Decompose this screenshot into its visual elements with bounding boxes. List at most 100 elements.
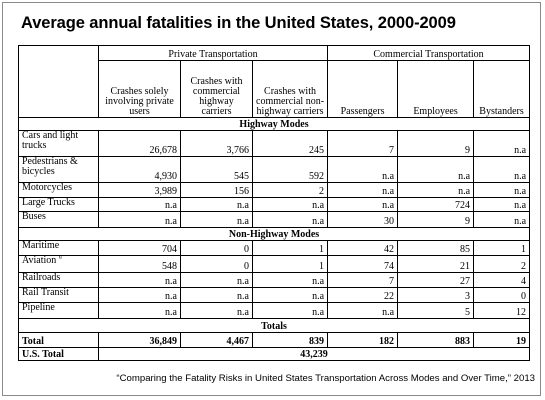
table-row: Aviation d 548 0 1 74 21 2 <box>18 255 531 273</box>
cell-value: 36,849 <box>98 332 181 348</box>
cell-value: n.a <box>180 196 253 213</box>
cell-value: 1 <box>473 239 531 257</box>
column-header-passengers: Passengers <box>327 60 399 118</box>
source-citation: “Comparing the Fatality Risks in United … <box>116 373 535 384</box>
group-header-row: Private Transportation Commercial Transp… <box>18 44 531 118</box>
cell-value: 9 <box>397 130 475 157</box>
column-header-commercial-highway: Crashes with commercial highway carriers <box>180 60 253 118</box>
cell-value: n.a <box>180 287 253 304</box>
cell-value: n.a <box>473 182 531 198</box>
cell-value: 724 <box>397 196 475 213</box>
row-label-text: Maritime <box>22 240 60 251</box>
table-row: Maritime 704 0 1 42 85 1 <box>18 239 531 257</box>
cell-value: 2 <box>473 255 531 273</box>
cell-value: n.a <box>327 155 399 184</box>
group-header-private: Private Transportation <box>97 44 329 62</box>
cell-value: n.a <box>251 287 329 304</box>
row-label: Total <box>18 332 99 348</box>
page-title: Average annual fatalities in the United … <box>21 14 456 32</box>
cell-value: 85 <box>397 239 475 257</box>
cell-value: 4 <box>473 271 531 289</box>
cell-value: n.a <box>251 302 329 319</box>
row-label: Pedestrians & bicycles <box>18 155 99 184</box>
cell-value: n.a <box>397 182 475 198</box>
cell-value: n.a <box>327 196 399 213</box>
row-label: Aviation d <box>18 255 99 273</box>
cell-value: n.a <box>473 155 531 184</box>
row-label-text: Large Trucks <box>22 197 75 208</box>
section-row-highway: Highway Modes <box>17 116 531 132</box>
column-header-commercial-non-highway: Crashes with commercial non-highway carr… <box>251 60 329 118</box>
cell-value: 19 <box>473 332 531 348</box>
total-row: Total 36,849 4,467 839 182 883 19 <box>18 332 531 348</box>
cell-value: n.a <box>397 155 475 184</box>
section-header-highway: Highway Modes <box>17 116 531 132</box>
row-label: Large Trucks <box>18 196 99 213</box>
cell-value: n.a <box>98 271 181 289</box>
cell-value: 4,467 <box>180 332 253 348</box>
cell-value: 74 <box>327 255 399 273</box>
cell-value: n.a <box>98 211 181 228</box>
cell-value: 704 <box>98 239 181 257</box>
cell-value: 30 <box>327 211 399 228</box>
us-total-row: U.S. Total 43,239 <box>18 346 531 362</box>
cell-value: 7 <box>327 130 399 157</box>
column-header-employees: Employees <box>397 60 475 118</box>
cell-value: 548 <box>98 255 181 273</box>
cell-value: 1 <box>251 239 329 257</box>
row-label-text: Pipeline <box>22 302 55 314</box>
table-row: Large Trucks n.a n.a n.a n.a 724 n.a <box>18 196 531 213</box>
table-row: Railroads n.a n.a n.a 7 27 4 <box>18 271 531 289</box>
non-highway-rows: Maritime 704 0 1 42 85 1 Aviation d 548 0 1 74 21 2 Ra… <box>18 239 531 319</box>
cell-value: 9 <box>397 211 475 228</box>
fatality-table: Private Transportation Commercial Transp… <box>17 44 531 362</box>
section-row-totals: Totals <box>17 317 531 334</box>
cell-value: 3,989 <box>98 182 181 198</box>
row-label: Rail Transit <box>18 287 99 304</box>
cell-value: n.a <box>98 196 181 213</box>
cell-value: n.a <box>327 182 399 198</box>
row-label-text: Motorcycles <box>22 182 72 194</box>
cell-value: 592 <box>251 155 329 184</box>
section-header-non-highway: Non-Highway Modes <box>17 226 531 241</box>
table-row: Pedestrians & bicycles 4,930 545 592 n.a n.a n… <box>18 155 531 184</box>
cell-value: 27 <box>397 271 475 289</box>
cell-value: 12 <box>473 302 531 319</box>
us-total-label: U.S. Total <box>18 346 99 362</box>
cell-value: 21 <box>397 255 475 273</box>
cell-value: n.a <box>251 271 329 289</box>
cell-value: 839 <box>251 332 329 348</box>
row-label-text: Cars and light trucks <box>22 130 79 152</box>
cell-value: 156 <box>180 182 253 198</box>
cell-value: 0 <box>180 239 253 257</box>
cell-value: n.a <box>327 302 399 319</box>
cell-value: n.a <box>251 196 329 213</box>
cell-value: 245 <box>251 130 329 157</box>
column-header-private-users: Crashes solely involving private users <box>98 60 181 118</box>
section-header-totals: Totals <box>17 317 531 334</box>
cell-value: n.a <box>98 287 181 304</box>
table-row: Pipeline n.a n.a n.a n.a 5 12 <box>18 302 531 319</box>
cell-value: 22 <box>327 287 399 304</box>
cell-value: 3 <box>397 287 475 304</box>
group-header-commercial: Commercial Transportation <box>327 44 531 62</box>
table-row: Buses n.a n.a n.a 30 9 n.a <box>18 211 531 228</box>
cell-value: n.a <box>473 211 531 228</box>
cell-value: 5 <box>397 302 475 319</box>
cell-value: 182 <box>327 332 399 348</box>
cell-value: 42 <box>327 239 399 257</box>
cell-value: n.a <box>473 196 531 213</box>
cell-value: n.a <box>180 211 253 228</box>
cell-value: 883 <box>397 332 475 348</box>
table-row: Rail Transit n.a n.a n.a 22 3 0 <box>18 287 531 304</box>
row-label-text: Railroads <box>22 272 61 283</box>
cell-value: 7 <box>327 271 399 289</box>
cell-value: n.a <box>180 302 253 319</box>
cell-value: n.a <box>180 271 253 289</box>
section-row-non-highway: Non-Highway Modes <box>17 226 531 241</box>
column-header-row: Crashes solely involving private users C… <box>19 60 531 118</box>
cell-value: 0 <box>473 287 531 304</box>
cell-value: n.a <box>473 130 531 157</box>
footnote-marker: d <box>58 255 62 261</box>
table-row: Motorcycles 3,989 156 2 n.a n.a n.a <box>18 182 531 198</box>
